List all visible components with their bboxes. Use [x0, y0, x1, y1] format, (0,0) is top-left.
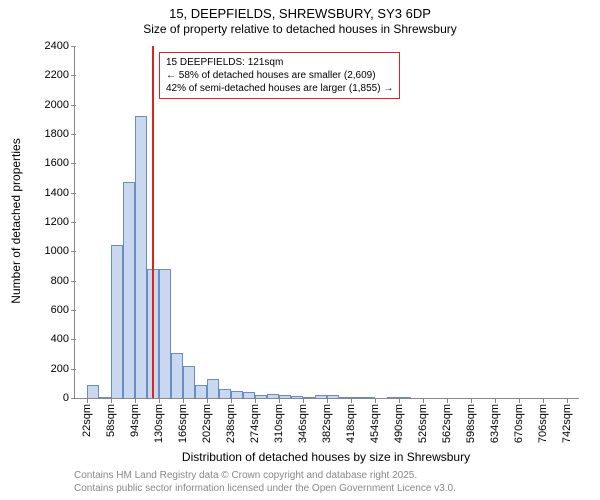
x-tick: 382sqm — [321, 404, 333, 443]
y-tick: 1000 — [45, 245, 75, 257]
x-tick: 490sqm — [393, 404, 405, 443]
x-axis-label: Distribution of detached houses by size … — [74, 450, 578, 464]
x-tick: 418sqm — [345, 404, 357, 443]
histogram-bar — [351, 397, 363, 398]
plot-area: 0200400600800100012001400160018002000220… — [74, 46, 579, 399]
histogram-bar — [279, 395, 291, 398]
histogram-bar — [231, 391, 243, 398]
chart-subtitle: Size of property relative to detached ho… — [0, 22, 600, 36]
annotation-title: 15 DEEPFIELDS: 121sqm — [166, 56, 393, 69]
annotation-larger: 42% of semi-detached houses are larger (… — [166, 82, 393, 95]
y-tick: 2200 — [45, 69, 75, 81]
histogram-bar — [183, 366, 195, 398]
histogram-bar — [243, 392, 255, 398]
histogram-bar — [363, 397, 375, 398]
x-tick: 526sqm — [417, 404, 429, 443]
y-tick: 1400 — [45, 187, 75, 199]
property-annotation: 15 DEEPFIELDS: 121sqm← 58% of detached h… — [159, 52, 400, 99]
x-tick: 634sqm — [489, 404, 501, 443]
annotation-smaller: ← 58% of detached houses are smaller (2,… — [166, 69, 393, 82]
histogram-bar — [315, 395, 327, 398]
x-tick: 310sqm — [273, 404, 285, 443]
histogram-bar — [159, 269, 171, 398]
histogram-bar — [255, 395, 267, 398]
y-tick: 0 — [63, 392, 75, 404]
footer-attribution: Contains HM Land Registry data © Crown c… — [74, 470, 456, 495]
histogram-bar — [99, 397, 111, 398]
histogram-bar — [171, 353, 183, 398]
histogram-bar — [123, 182, 135, 398]
x-tick: 202sqm — [201, 404, 213, 443]
x-tick: 706sqm — [537, 404, 549, 443]
x-tick: 454sqm — [369, 404, 381, 443]
y-tick: 1800 — [45, 128, 75, 140]
chart-title: 15, DEEPFIELDS, SHREWSBURY, SY3 6DP — [0, 6, 600, 22]
x-tick: 22sqm — [81, 404, 93, 437]
y-axis-label: Number of detached properties — [9, 121, 23, 321]
histogram-bar — [111, 245, 123, 398]
x-tick: 346sqm — [297, 404, 309, 443]
histogram-bar — [135, 116, 147, 398]
y-tick: 2000 — [45, 99, 75, 111]
x-tick: 598sqm — [465, 404, 477, 443]
histogram-bar — [267, 394, 279, 398]
x-tick: 94sqm — [129, 404, 141, 437]
x-tick: 58sqm — [105, 404, 117, 437]
y-tick: 400 — [51, 333, 75, 345]
histogram-bar — [399, 397, 411, 398]
y-tick: 600 — [51, 304, 75, 316]
histogram-bar — [303, 397, 315, 398]
y-tick: 200 — [51, 363, 75, 375]
property-marker-line — [152, 46, 154, 398]
histogram-bar — [387, 397, 399, 398]
x-tick: 166sqm — [177, 404, 189, 443]
x-tick: 130sqm — [153, 404, 165, 443]
histogram-chart: 15, DEEPFIELDS, SHREWSBURY, SY3 6DP Size… — [0, 0, 600, 500]
y-tick: 1600 — [45, 157, 75, 169]
histogram-bar — [207, 379, 219, 398]
y-tick: 800 — [51, 275, 75, 287]
x-tick: 238sqm — [225, 404, 237, 443]
footer-line-1: Contains HM Land Registry data © Crown c… — [74, 470, 456, 483]
histogram-bar — [87, 385, 99, 398]
footer-line-2: Contains public sector information licen… — [74, 483, 456, 496]
histogram-bar — [195, 385, 207, 398]
y-tick: 1200 — [45, 216, 75, 228]
x-tick: 562sqm — [441, 404, 453, 443]
x-tick: 670sqm — [513, 404, 525, 443]
x-tick: 742sqm — [561, 404, 573, 443]
histogram-bar — [291, 396, 303, 398]
y-tick: 2400 — [45, 40, 75, 52]
histogram-bar — [339, 397, 351, 398]
histogram-bar — [327, 395, 339, 398]
histogram-bar — [219, 389, 231, 398]
x-tick: 274sqm — [249, 404, 261, 443]
